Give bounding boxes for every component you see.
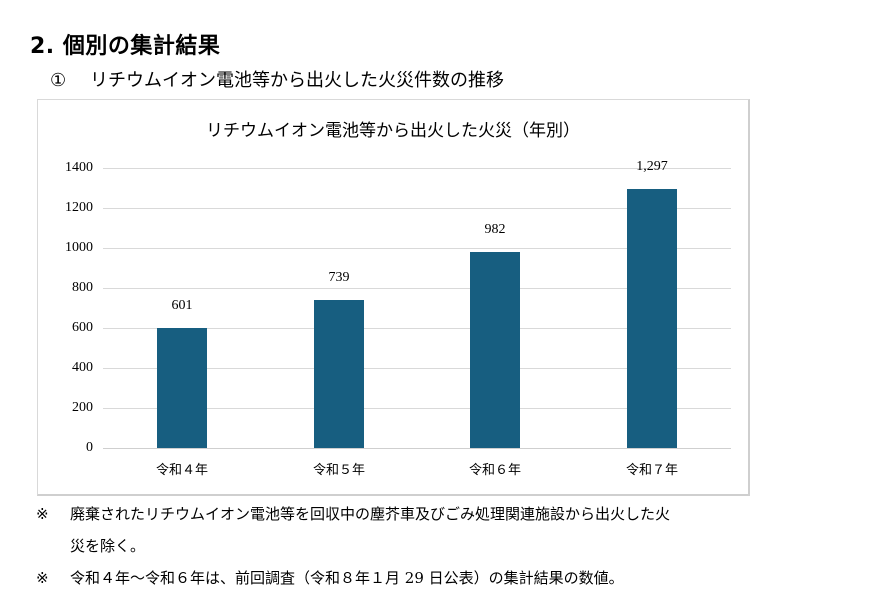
y-tick-label: 600 <box>72 320 93 335</box>
data-label: 1,297 <box>636 158 668 174</box>
footnote-2-text: 令和４年～令和６年は、前回調査（令和８年１月 29 日公表）の集計結果の数値。 <box>70 569 624 587</box>
x-tick-label: 令和５年 <box>312 463 365 478</box>
subsection-number: ① <box>50 70 67 91</box>
gridline <box>103 408 731 409</box>
plot-area: 1400 1200 1000 800 600 400 200 0 601 739… <box>65 159 731 478</box>
bar <box>157 327 207 448</box>
y-tick-label: 1200 <box>65 200 93 215</box>
gridline <box>103 168 731 169</box>
y-tick-label: 200 <box>72 400 93 415</box>
gridline <box>103 328 731 329</box>
y-tick-label: 1000 <box>65 240 93 255</box>
footnote-1-text: 廃棄されたリチウムイオン電池等を回収中の塵芥車及びごみ処理関連施設から出火した火 <box>70 505 671 523</box>
gridline <box>103 248 731 249</box>
gridline <box>103 208 731 209</box>
gridline <box>103 368 731 369</box>
note-mark: ※ <box>36 505 49 523</box>
bar <box>627 188 677 448</box>
footnote-1-continuation: 災を除く。 <box>70 537 146 555</box>
data-label: 739 <box>328 270 350 286</box>
x-axis-line <box>103 448 731 449</box>
y-tick-label: 1400 <box>65 160 93 175</box>
data-label: 982 <box>484 221 506 237</box>
footnote-1: ※ 廃棄されたリチウムイオン電池等を回収中の塵芥車及びごみ処理関連施設から出火した… <box>36 503 670 524</box>
x-tick-label: 令和７年 <box>625 463 678 478</box>
bar <box>314 300 364 448</box>
footnote-2: ※ 令和４年～令和６年は、前回調査（令和８年１月 29 日公表）の集計結果の数値。 <box>36 567 624 588</box>
chart-title: リチウムイオン電池等から出火した火災（年別） <box>206 121 580 141</box>
subsection-heading: ① リチウムイオン電池等から出火した火災件数の推移 <box>50 66 504 92</box>
note-mark: ※ <box>36 569 49 587</box>
section-heading: 2. 個別の集計結果 <box>30 34 221 59</box>
y-tick-label: 800 <box>72 280 93 295</box>
bar <box>470 251 520 448</box>
y-tick-label: 400 <box>72 360 93 375</box>
data-label: 601 <box>171 297 193 313</box>
x-tick-label: 令和６年 <box>468 463 521 478</box>
gridline <box>103 288 731 289</box>
x-tick-label: 令和４年 <box>155 463 208 478</box>
y-tick-label: 0 <box>86 440 93 455</box>
subsection-title: リチウムイオン電池等から出火した火災件数の推移 <box>90 70 504 91</box>
bar-chart: リチウムイオン電池等から出火した火災（年別） 1400 1200 1000 80… <box>37 99 750 496</box>
